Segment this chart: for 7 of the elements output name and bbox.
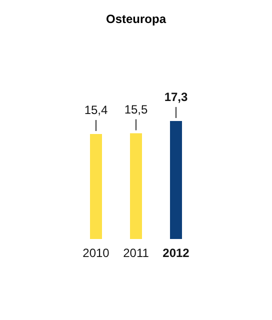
data-label: 15,5 [124, 102, 148, 116]
x-tick-label: 2010 [82, 246, 110, 260]
chart-title: Osteuropa [104, 11, 168, 28]
data-label: 17,3 [164, 90, 188, 104]
x-tick-label: 2011 [123, 246, 150, 260]
data-label: 15,4 [84, 102, 108, 117]
x-tick-label: 2012 [162, 246, 190, 260]
